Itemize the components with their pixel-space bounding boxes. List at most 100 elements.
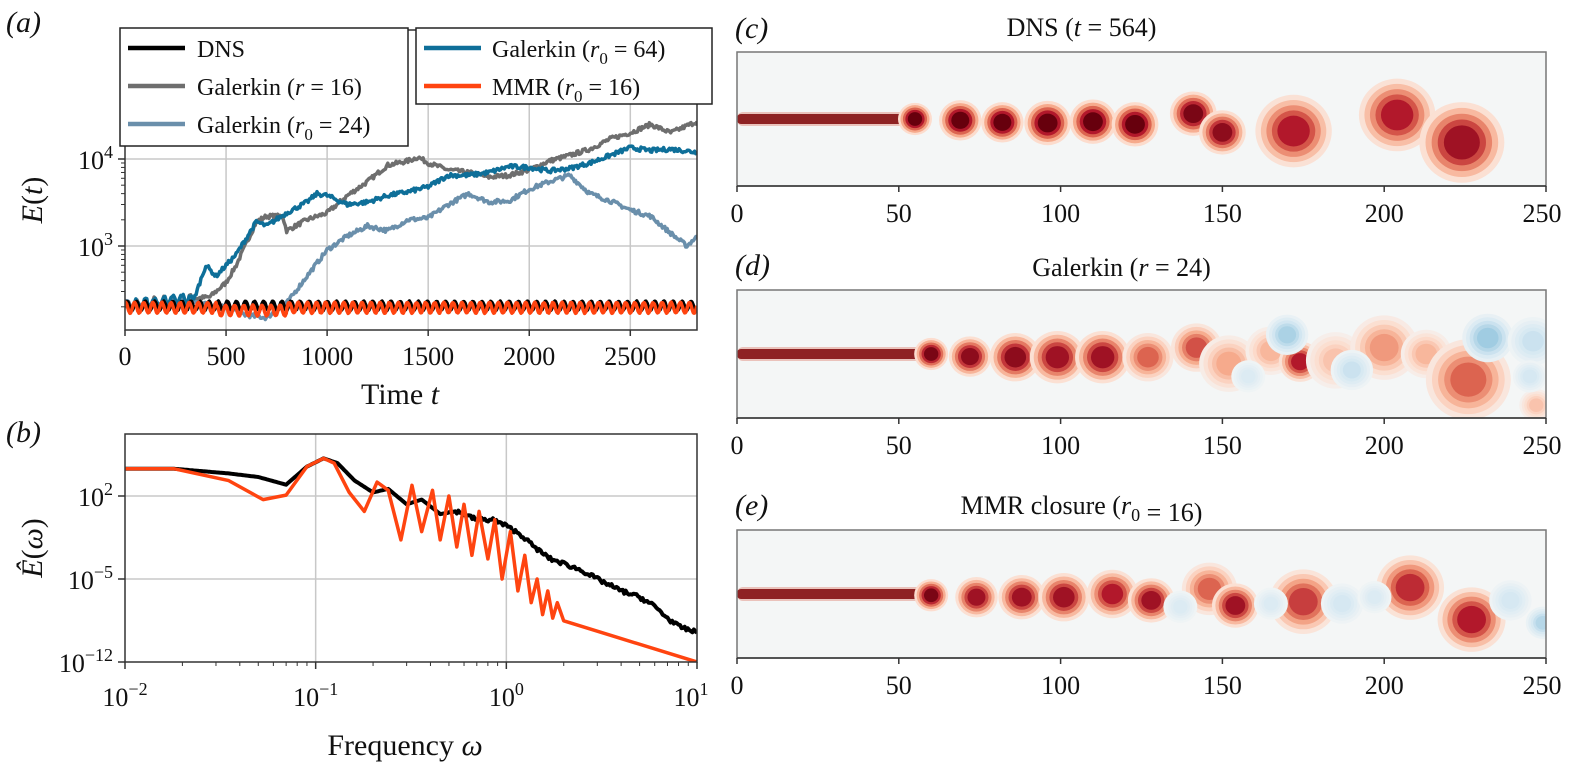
x-tick-label: 100 bbox=[489, 679, 524, 712]
vortex-positive bbox=[1037, 113, 1058, 133]
x-tick-label: 150 bbox=[1203, 671, 1242, 700]
vortex-positive bbox=[1141, 590, 1162, 610]
vortex-positive bbox=[993, 113, 1012, 131]
panel-b-axes: 10−2 10−1 100 101 10−12 10−5 102 bbox=[59, 433, 709, 712]
vortex-positive bbox=[907, 112, 923, 126]
panel-a-frame bbox=[124, 29, 698, 331]
x-tick-label: 250 bbox=[1523, 199, 1562, 228]
vortex-negative bbox=[1173, 599, 1188, 614]
panel-a-energy-timeseries: 0 500 1000 1500 2000 2500 103 104 Time t E(t) D… bbox=[16, 27, 713, 411]
panel-b-plot-area bbox=[125, 434, 697, 662]
vortex-negative bbox=[1278, 326, 1297, 344]
series-line-dns bbox=[125, 456, 697, 635]
x-tick-label: 150 bbox=[1203, 431, 1242, 460]
vortex-negative bbox=[1501, 591, 1520, 609]
vortex-positive bbox=[1380, 99, 1414, 131]
wake-jet bbox=[737, 589, 932, 599]
vortex-positive bbox=[1225, 596, 1246, 615]
vortex-positive bbox=[1415, 343, 1438, 365]
panel-label-e: (e) bbox=[735, 489, 768, 522]
x-tick-label: 2500 bbox=[604, 342, 656, 371]
series-line-mmr-r0-16- bbox=[125, 300, 697, 318]
panel-e-vorticity bbox=[737, 555, 1546, 652]
x-tick-label: 1000 bbox=[301, 342, 353, 371]
panel-d-vorticity bbox=[737, 313, 1546, 418]
x-tick-label: 50 bbox=[886, 671, 912, 700]
vortex-positive bbox=[967, 588, 986, 606]
vortex-positive bbox=[1125, 114, 1145, 134]
panel-label-b: (b) bbox=[6, 416, 41, 449]
panel-a-ylabel: E(t) bbox=[16, 177, 49, 225]
x-tick-label: 150 bbox=[1203, 199, 1242, 228]
legend-label: Galerkin (r = 16) bbox=[197, 75, 362, 101]
x-tick-label: 50 bbox=[886, 199, 912, 228]
panel-e-title: MMR closure (r0 = 16) bbox=[961, 491, 1203, 527]
panel-b-frame bbox=[124, 433, 698, 663]
vortex-positive bbox=[1183, 104, 1204, 124]
series-line-mmr-r0-16- bbox=[125, 456, 697, 662]
panel-b-ylabel: Ê(ω) bbox=[16, 518, 49, 579]
x-tick-label: 50 bbox=[886, 431, 912, 460]
vortex-negative bbox=[1476, 327, 1499, 349]
vortex-positive bbox=[1004, 346, 1027, 368]
series-line-galerkin-r0-64- bbox=[125, 144, 697, 313]
vortex-positive bbox=[1053, 586, 1075, 608]
wake-jet-halo bbox=[737, 347, 938, 361]
legend-label: DNS bbox=[197, 37, 245, 63]
vortex-positive bbox=[1457, 605, 1486, 634]
vortex-positive bbox=[1101, 583, 1124, 605]
vortex-positive bbox=[1045, 346, 1070, 369]
vortex-negative bbox=[1535, 615, 1546, 630]
x-tick-label: 200 bbox=[1365, 431, 1404, 460]
vortex-positive bbox=[1011, 587, 1032, 607]
panel-c-dns-field: DNS (t = 564) 0 50 100 150 200 250 bbox=[731, 13, 1562, 228]
y-tick-label: 10−12 bbox=[59, 645, 113, 678]
x-tick-label: 0 bbox=[119, 342, 132, 371]
legend-item: DNS bbox=[128, 37, 245, 63]
x-tick-label: 10−2 bbox=[102, 679, 147, 712]
vortex-positive bbox=[1529, 398, 1544, 413]
panel-b-series bbox=[125, 456, 697, 662]
vortex-positive bbox=[1443, 125, 1480, 160]
vortex-negative bbox=[1241, 369, 1256, 384]
vortex-negative bbox=[1367, 590, 1382, 605]
vortex-positive bbox=[951, 111, 970, 129]
vortex-negative bbox=[1333, 595, 1352, 613]
panel-a-series bbox=[125, 120, 697, 322]
vortex-negative bbox=[1342, 361, 1361, 379]
x-tick-label: 250 bbox=[1523, 431, 1562, 460]
x-tick-label: 2000 bbox=[503, 342, 555, 371]
panel-a-legend-right: Galerkin (r0 = 64) MMR (r0 = 16) bbox=[415, 27, 713, 106]
wake-jet-halo bbox=[737, 112, 915, 126]
y-tick-label: 104 bbox=[78, 142, 113, 175]
x-tick-label: 200 bbox=[1365, 199, 1404, 228]
legend-item: Galerkin (r0 = 24) bbox=[128, 113, 370, 144]
legend-item: Galerkin (r0 = 64) bbox=[424, 37, 665, 68]
x-tick-label: 100 bbox=[1041, 671, 1080, 700]
vortex-positive bbox=[1083, 112, 1103, 132]
panel-c-vorticity bbox=[737, 78, 1505, 183]
vortex-negative bbox=[1522, 369, 1538, 384]
panel-c-title: DNS (t = 564) bbox=[1007, 13, 1157, 42]
x-tick-label: 500 bbox=[207, 342, 246, 371]
vortex-negative bbox=[1263, 596, 1279, 611]
vortex-positive bbox=[923, 347, 939, 361]
panel-label-a: (a) bbox=[6, 6, 41, 39]
wake-jet bbox=[737, 114, 915, 124]
panel-a-xlabel: Time t bbox=[361, 378, 440, 411]
x-tick-label: 100 bbox=[1041, 199, 1080, 228]
legend-label: Galerkin (r0 = 24) bbox=[197, 113, 370, 144]
panel-label-c: (c) bbox=[735, 12, 768, 45]
x-tick-label: 200 bbox=[1365, 671, 1404, 700]
vortex-positive bbox=[923, 588, 939, 603]
x-tick-label: 100 bbox=[1041, 431, 1080, 460]
x-tick-label: 1500 bbox=[402, 342, 454, 371]
x-tick-label: 101 bbox=[674, 679, 709, 712]
x-tick-label: 250 bbox=[1523, 671, 1562, 700]
panel-b-energy-spectrum: 10−2 10−1 100 101 10−12 10−5 102 Frequency ω Ê… bbox=[16, 433, 709, 762]
vortex-positive bbox=[1395, 573, 1425, 602]
legend-item: MMR (r0 = 16) bbox=[424, 75, 640, 106]
legend-label: MMR (r0 = 16) bbox=[492, 75, 640, 106]
vortex-positive bbox=[1291, 353, 1310, 371]
series-line-galerkin-r-16- bbox=[125, 120, 697, 312]
